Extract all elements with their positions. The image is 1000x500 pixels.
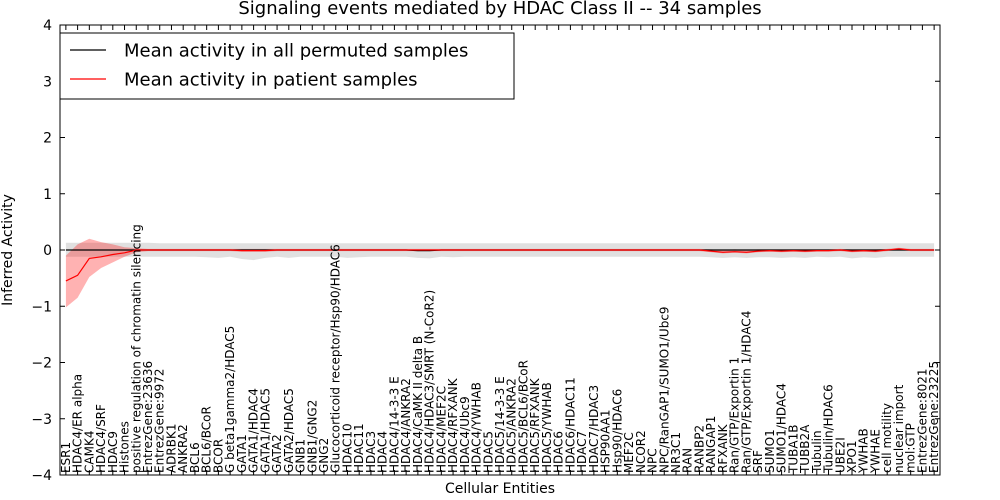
legend: Mean activity in all permuted samples Me… (59, 32, 515, 100)
x-tick-label: G beta1gamma2/HDAC5 (223, 326, 237, 473)
x-tick-label: SRF (751, 450, 765, 473)
x-tick-label: EntrezGene:8021 (915, 369, 929, 474)
x-tick-label: CAMK4 (82, 431, 96, 473)
x-tick-label: MEF2C (622, 432, 636, 473)
x-tick-label: ADRBK1 (165, 424, 179, 474)
x-tick-label: Ran/GTP/Exportin 1/HDAC4 (739, 311, 753, 473)
x-tick-label: GNB1 (294, 439, 308, 473)
x-tick-label: HDAC5/BCL6/BCoR (517, 360, 531, 473)
x-axis-label: Cellular Entities (445, 481, 555, 497)
y-tick-label: −1 (31, 299, 52, 315)
x-tick-label: HDAC10 (341, 423, 355, 473)
x-tick-label: YWHAB (857, 428, 871, 474)
x-tick-label: cell motility (880, 403, 894, 473)
x-tick-label: Tubulin (810, 430, 824, 474)
x-tick-label: BCL6/BCoR (200, 406, 214, 473)
y-tick-label: 4 (43, 18, 52, 34)
y-tick-label: −4 (31, 468, 52, 484)
x-tick-label: HDAC6/HDAC11 (563, 377, 577, 473)
x-tick-label: HDAC4 (376, 431, 390, 473)
x-tick-label: HDAC4/SRF (94, 404, 108, 473)
x-tick-label: HDAC4/RFXANK (446, 377, 460, 473)
x-tick-label: HDAC7/HDAC3 (587, 385, 601, 473)
x-tick-label: HDAC7 (575, 431, 589, 473)
x-tick-label: EntrezGene:23225 (927, 361, 941, 473)
y-tick-label: 0 (43, 243, 52, 259)
x-tick-label: HDAC5/YWHAB (540, 382, 554, 473)
x-tick-label: Histones (118, 421, 132, 473)
x-tick-label: ANKRA2 (176, 424, 190, 473)
x-tick-label: GATA1/HDAC5 (258, 388, 272, 473)
x-tick-label: EntrezGene:23636 (141, 361, 155, 473)
x-tick-label: HDAC4/ANKRA2 (399, 378, 413, 473)
x-tick-label: GATA2/HDAC5 (282, 388, 296, 473)
x-tick-label: Ran/GTP/Exportin 1 (728, 357, 742, 473)
legend-label-patient: Mean activity in patient samples (124, 70, 418, 91)
x-tick-label: HDAC4/ER alpha (71, 374, 85, 473)
x-tick-label: nuclear import (892, 384, 906, 473)
x-tick-label: positive regulation of chromatin silenci… (129, 224, 143, 473)
x-tick-label: Glucocorticoid receptor/Hsp90/HDAC6 (329, 244, 343, 473)
x-tick-label: GATA1 (235, 434, 249, 473)
x-tick-label: NR3C1 (669, 432, 683, 473)
x-tick-label: SUMO1/HDAC4 (775, 383, 789, 473)
x-tick-label: HDAC4/YWHAB (470, 382, 484, 473)
x-tick-label: UBE2I (833, 437, 847, 473)
x-tick-label: TUBA1B (786, 425, 800, 474)
x-tick-label: RAN (681, 448, 695, 473)
y-tick-label: 1 (43, 187, 52, 203)
x-tick-label: HDAC11 (352, 423, 366, 473)
x-tick-label: HDAC4/14-3-3 E (387, 376, 401, 473)
y-tick-label: 3 (43, 74, 52, 90)
x-tick-label: HSP90AA1 (599, 409, 613, 473)
y-tick-label: −3 (31, 412, 52, 428)
x-tick-label: RFXANK (716, 423, 730, 473)
x-tick-label: RANGAP1 (704, 416, 718, 473)
y-tick-label: −2 (31, 356, 52, 372)
x-tick-label: NPC (646, 448, 660, 473)
x-tick-label: NPC/RanGAP1/SUMO1/Ubc9 (657, 306, 671, 473)
legend-label-permuted: Mean activity in all permuted samples (124, 41, 468, 62)
x-tick-label: HDAC4/MEF2C (434, 386, 448, 473)
series-1-line (65, 248, 935, 282)
x-tick-label: NCOR2 (634, 430, 648, 473)
x-tick-label: Hsp90/HDAC6 (610, 389, 624, 473)
x-tick-label: GATA2 (270, 434, 284, 473)
x-tick-label: GNB1/GNG2 (305, 400, 319, 473)
x-tick-label: HDAC4/CaMK II delta B (411, 336, 425, 473)
x-tick-label: Tubulin/HDAC6 (822, 384, 836, 474)
y-axis: −4 −3 −2 −1 0 1 2 3 4 (31, 18, 940, 484)
x-tick-label: EntrezGene:9972 (153, 368, 167, 473)
x-tick-label: mol:GTP (904, 423, 918, 473)
x-tick-label: BCL6 (188, 442, 202, 473)
x-tick-label: HDAC3 (364, 431, 378, 473)
x-tick-label: TUBB2A (798, 424, 812, 474)
legend-box (59, 32, 515, 100)
x-tick-label: GNG2 (317, 438, 331, 473)
x-tick-label: RANBP2 (693, 425, 707, 473)
y-tick-label: 2 (43, 131, 52, 147)
x-tick-label: HDAC6 (552, 431, 566, 473)
x-tick-label: YWHAE (869, 429, 883, 474)
x-tick-label: HDAC4/HDAC3/SMRT (N-CoR2) (423, 290, 437, 473)
y-axis-label: Inferred Activity (0, 194, 16, 306)
series-0-band (65, 242, 935, 261)
x-tick-label: HDAC5/14-3-3 E (493, 376, 507, 473)
x-tick-label: XPO1 (845, 440, 859, 473)
x-tick-label: HDAC5/RFXANK (528, 377, 542, 473)
x-tick-label: HDAC5 (481, 431, 495, 473)
x-tick-label: GATA1/HDAC4 (247, 388, 261, 473)
chart-title: Signaling events mediated by HDAC Class … (238, 0, 761, 19)
x-tick-label: ESR1 (59, 442, 73, 473)
x-tick-label: HDAC4/Ubc9 (458, 396, 472, 473)
x-tick-label: SUMO1 (763, 429, 777, 473)
x-tick-label: BCOR (211, 439, 225, 473)
x-tick-label: HDAC5/ANKRA2 (505, 378, 519, 473)
x-tick-label: HDAC9 (106, 431, 120, 473)
